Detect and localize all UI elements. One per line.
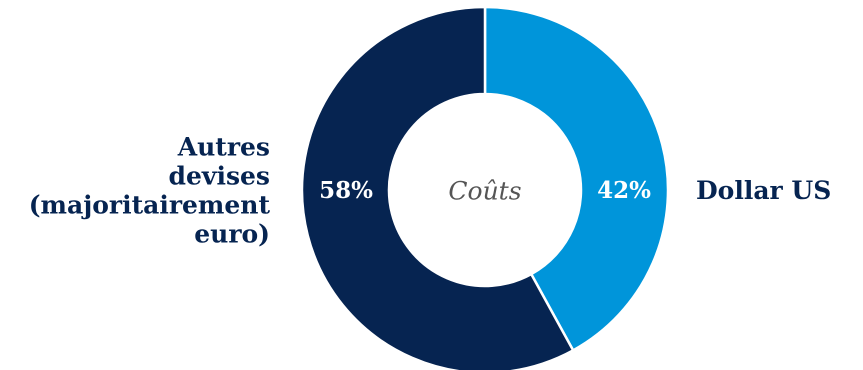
category-label-1: Autres devises (majoritairement euro): [29, 133, 271, 249]
category-label-1-line-0: Autres: [177, 133, 270, 162]
category-label-1-line-1: devises: [169, 162, 270, 191]
value-label-0: 42%: [597, 177, 651, 204]
category-label-1-line-2: (majoritairement: [29, 191, 271, 220]
value-labels-layer: 42% 58%: [319, 177, 651, 204]
center-label: Coûts: [448, 177, 521, 206]
slices-layer: [300, 5, 670, 370]
category-labels-layer: Dollar US Autres devises (majoritairement eu…: [29, 133, 832, 249]
category-label-0-line-0: Dollar US: [696, 176, 831, 205]
value-label-1: 58%: [319, 177, 373, 204]
slice-1: [300, 5, 575, 370]
slice-0: [483, 5, 670, 353]
category-label-0: Dollar US: [696, 176, 831, 205]
category-label-1-line-3: euro): [194, 220, 270, 249]
